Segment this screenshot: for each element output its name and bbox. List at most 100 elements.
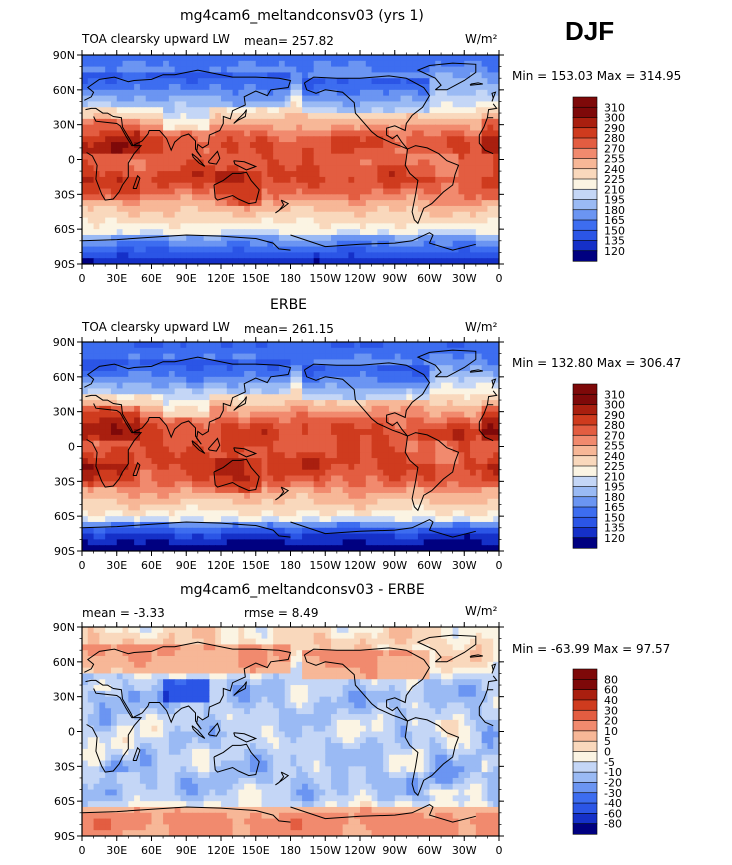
map-cell (110, 95, 118, 103)
map-cell (157, 182, 164, 190)
map-cell (493, 95, 499, 103)
map-cell (377, 492, 384, 500)
map-cell (452, 240, 460, 248)
map-cell (186, 136, 193, 143)
map-cell (377, 487, 384, 494)
map-cell (319, 72, 326, 79)
map-cell (174, 252, 182, 259)
map-cell (493, 376, 499, 384)
map-cell (197, 165, 205, 172)
map-cell (197, 240, 205, 248)
map-cell (93, 159, 100, 166)
map-cell (122, 55, 129, 62)
map-panel-1-coastlines (82, 62, 498, 251)
map-cell (221, 159, 228, 166)
map-cell (99, 342, 106, 349)
map-cell (151, 89, 158, 97)
map-cell (163, 171, 170, 178)
map-cell (168, 365, 176, 372)
map-cell (365, 194, 373, 201)
map-cell (348, 55, 355, 62)
map-cell (226, 252, 234, 259)
map-cell (203, 458, 211, 465)
map-cell (238, 417, 245, 424)
map-cell (134, 194, 141, 201)
map-cell (197, 347, 205, 355)
map-cell (180, 176, 187, 184)
map-cell (157, 342, 164, 349)
map-cell (377, 394, 384, 401)
map-cell (348, 182, 355, 190)
map-cell (139, 78, 147, 85)
map-cell (493, 388, 499, 395)
map-cell (458, 188, 465, 195)
map-cell (122, 113, 129, 120)
map-cell (464, 159, 471, 166)
map-cell (360, 60, 367, 68)
map-cell (423, 159, 431, 166)
map-cell (446, 89, 454, 97)
map-cell (371, 217, 378, 224)
map-cell (174, 258, 182, 264)
map-cell (423, 498, 431, 506)
map-cell (406, 78, 413, 85)
map-cell (139, 452, 147, 459)
map-cell (180, 347, 187, 355)
map-cell (365, 211, 373, 219)
map-cell (192, 376, 199, 384)
map-cell (296, 429, 303, 436)
map-cell (203, 246, 211, 253)
map-cell (435, 101, 442, 108)
map-cell (423, 176, 431, 184)
map-cell (325, 458, 332, 465)
map-cell (221, 487, 228, 494)
map-cell (110, 223, 118, 230)
map-cell (290, 89, 297, 97)
map-cell (249, 371, 257, 378)
map-cell (388, 498, 396, 506)
map-cell (487, 376, 494, 384)
map-cell (278, 405, 286, 413)
map-cell (209, 371, 216, 378)
map-cell (296, 229, 303, 236)
map-cell (481, 89, 489, 97)
map-cell (163, 498, 170, 506)
map-cell (93, 124, 100, 132)
map-cell (325, 353, 332, 361)
map-cell (319, 365, 326, 372)
map-cell (302, 234, 309, 242)
map-cell (284, 171, 292, 178)
map-cell (232, 359, 239, 366)
map-cell (348, 452, 355, 459)
map-cell (105, 434, 112, 442)
map-cell (221, 84, 228, 91)
map-cell (360, 194, 367, 201)
map-cell (238, 246, 245, 253)
map-cell (290, 176, 297, 184)
map-cell (417, 504, 425, 511)
map-cell (342, 200, 350, 207)
map-cell (209, 446, 216, 453)
map-cell (441, 78, 448, 85)
coastline (86, 116, 494, 201)
map-cell (273, 405, 280, 413)
map-cell (273, 95, 280, 103)
map-cell (342, 342, 350, 349)
map-cell (400, 130, 407, 137)
lon-tick-label: 120E (207, 272, 235, 285)
map-cell (354, 165, 361, 172)
map-cell (221, 229, 228, 236)
map-cell (365, 147, 373, 155)
map-cell (435, 55, 442, 62)
map-cell (302, 463, 309, 471)
map-cell (192, 217, 199, 224)
map-cell (336, 159, 344, 166)
map-cell (435, 72, 442, 79)
map-cell (394, 423, 402, 430)
map-cell (232, 240, 239, 248)
map-cell (82, 452, 89, 459)
map-cell (435, 95, 442, 103)
map-cell (417, 405, 425, 413)
map-cell (296, 446, 303, 453)
map-cell (319, 217, 326, 224)
